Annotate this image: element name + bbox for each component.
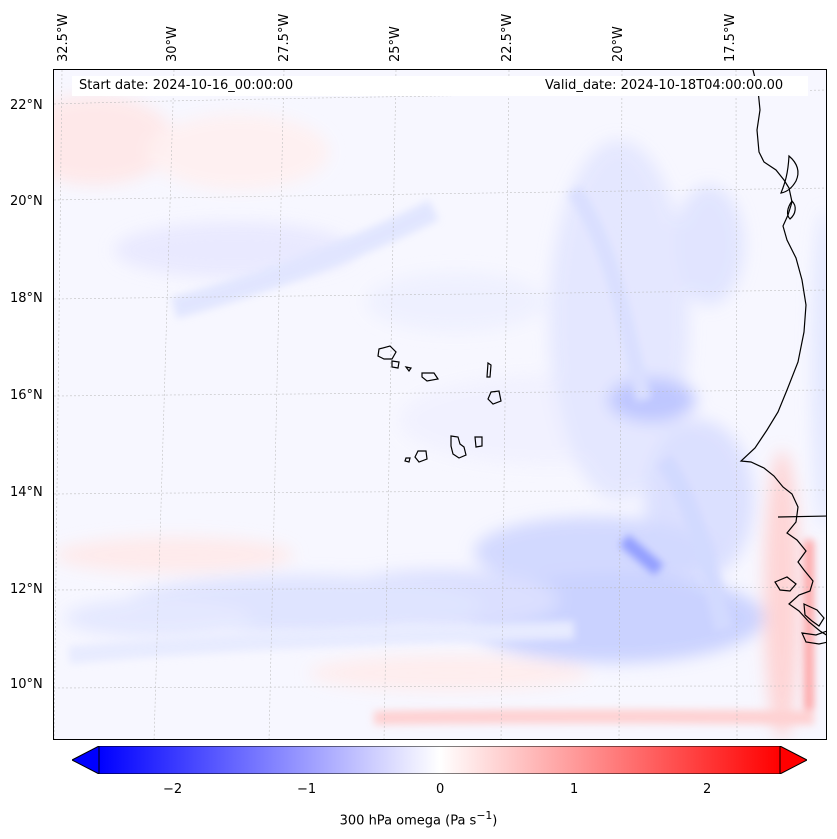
longitude-label-32-5w: 32.5°W — [56, 13, 71, 62]
valid-date-label: Valid_date: 2024-10-18T04:00:00.00 — [545, 78, 784, 93]
longitude-label-25w: 25°W — [388, 26, 403, 62]
omega-field-map — [54, 70, 826, 739]
colorbar — [70, 745, 809, 778]
latitude-label-18n: 18°N — [10, 291, 43, 306]
latitude-label-10n: 10°N — [10, 677, 43, 692]
colorbar-min-arrow — [70, 745, 100, 775]
longitude-label-27-5w: 27.5°W — [277, 13, 292, 62]
longitude-label-20w: 20°W — [611, 26, 626, 62]
colorbar-tick-2: 2 — [703, 782, 712, 797]
colorbar-tick-neg-2: −2 — [163, 782, 183, 797]
longitude-label-30w: 30°W — [165, 26, 180, 62]
latitude-label-20n: 20°N — [10, 194, 43, 209]
date-banner — [72, 76, 808, 96]
longitude-label-17-5w: 17.5°W — [723, 13, 738, 62]
omega-contours — [54, 95, 826, 739]
longitude-label-22-5w: 22.5°W — [500, 13, 515, 62]
start-date-label: Start date: 2024-10-16_00:00:00 — [79, 78, 294, 93]
colorbar-gradient — [98, 745, 781, 775]
latitude-label-12n: 12°N — [10, 582, 43, 597]
colorbar-tick-1: 1 — [570, 782, 579, 797]
colorbar-label: 300 hPa omega (Pa s−1) — [0, 809, 837, 828]
colorbar-label-exponent: −1 — [476, 809, 493, 822]
latitude-label-16n: 16°N — [10, 388, 43, 403]
coastline — [739, 70, 826, 645]
colorbar-label-prefix: 300 hPa omega (Pa s — [339, 813, 477, 829]
map-panel — [53, 69, 827, 740]
colorbar-max-arrow — [779, 745, 809, 775]
colorbar-tick-neg-1: −1 — [297, 782, 317, 797]
latitude-label-14n: 14°N — [10, 485, 43, 500]
colorbar-graphic — [70, 745, 809, 778]
colorbar-tick-0: 0 — [436, 782, 445, 797]
latitude-label-22n: 22°N — [10, 98, 43, 113]
cape-verde-islands — [377, 345, 502, 463]
colorbar-label-suffix: ) — [492, 813, 498, 829]
